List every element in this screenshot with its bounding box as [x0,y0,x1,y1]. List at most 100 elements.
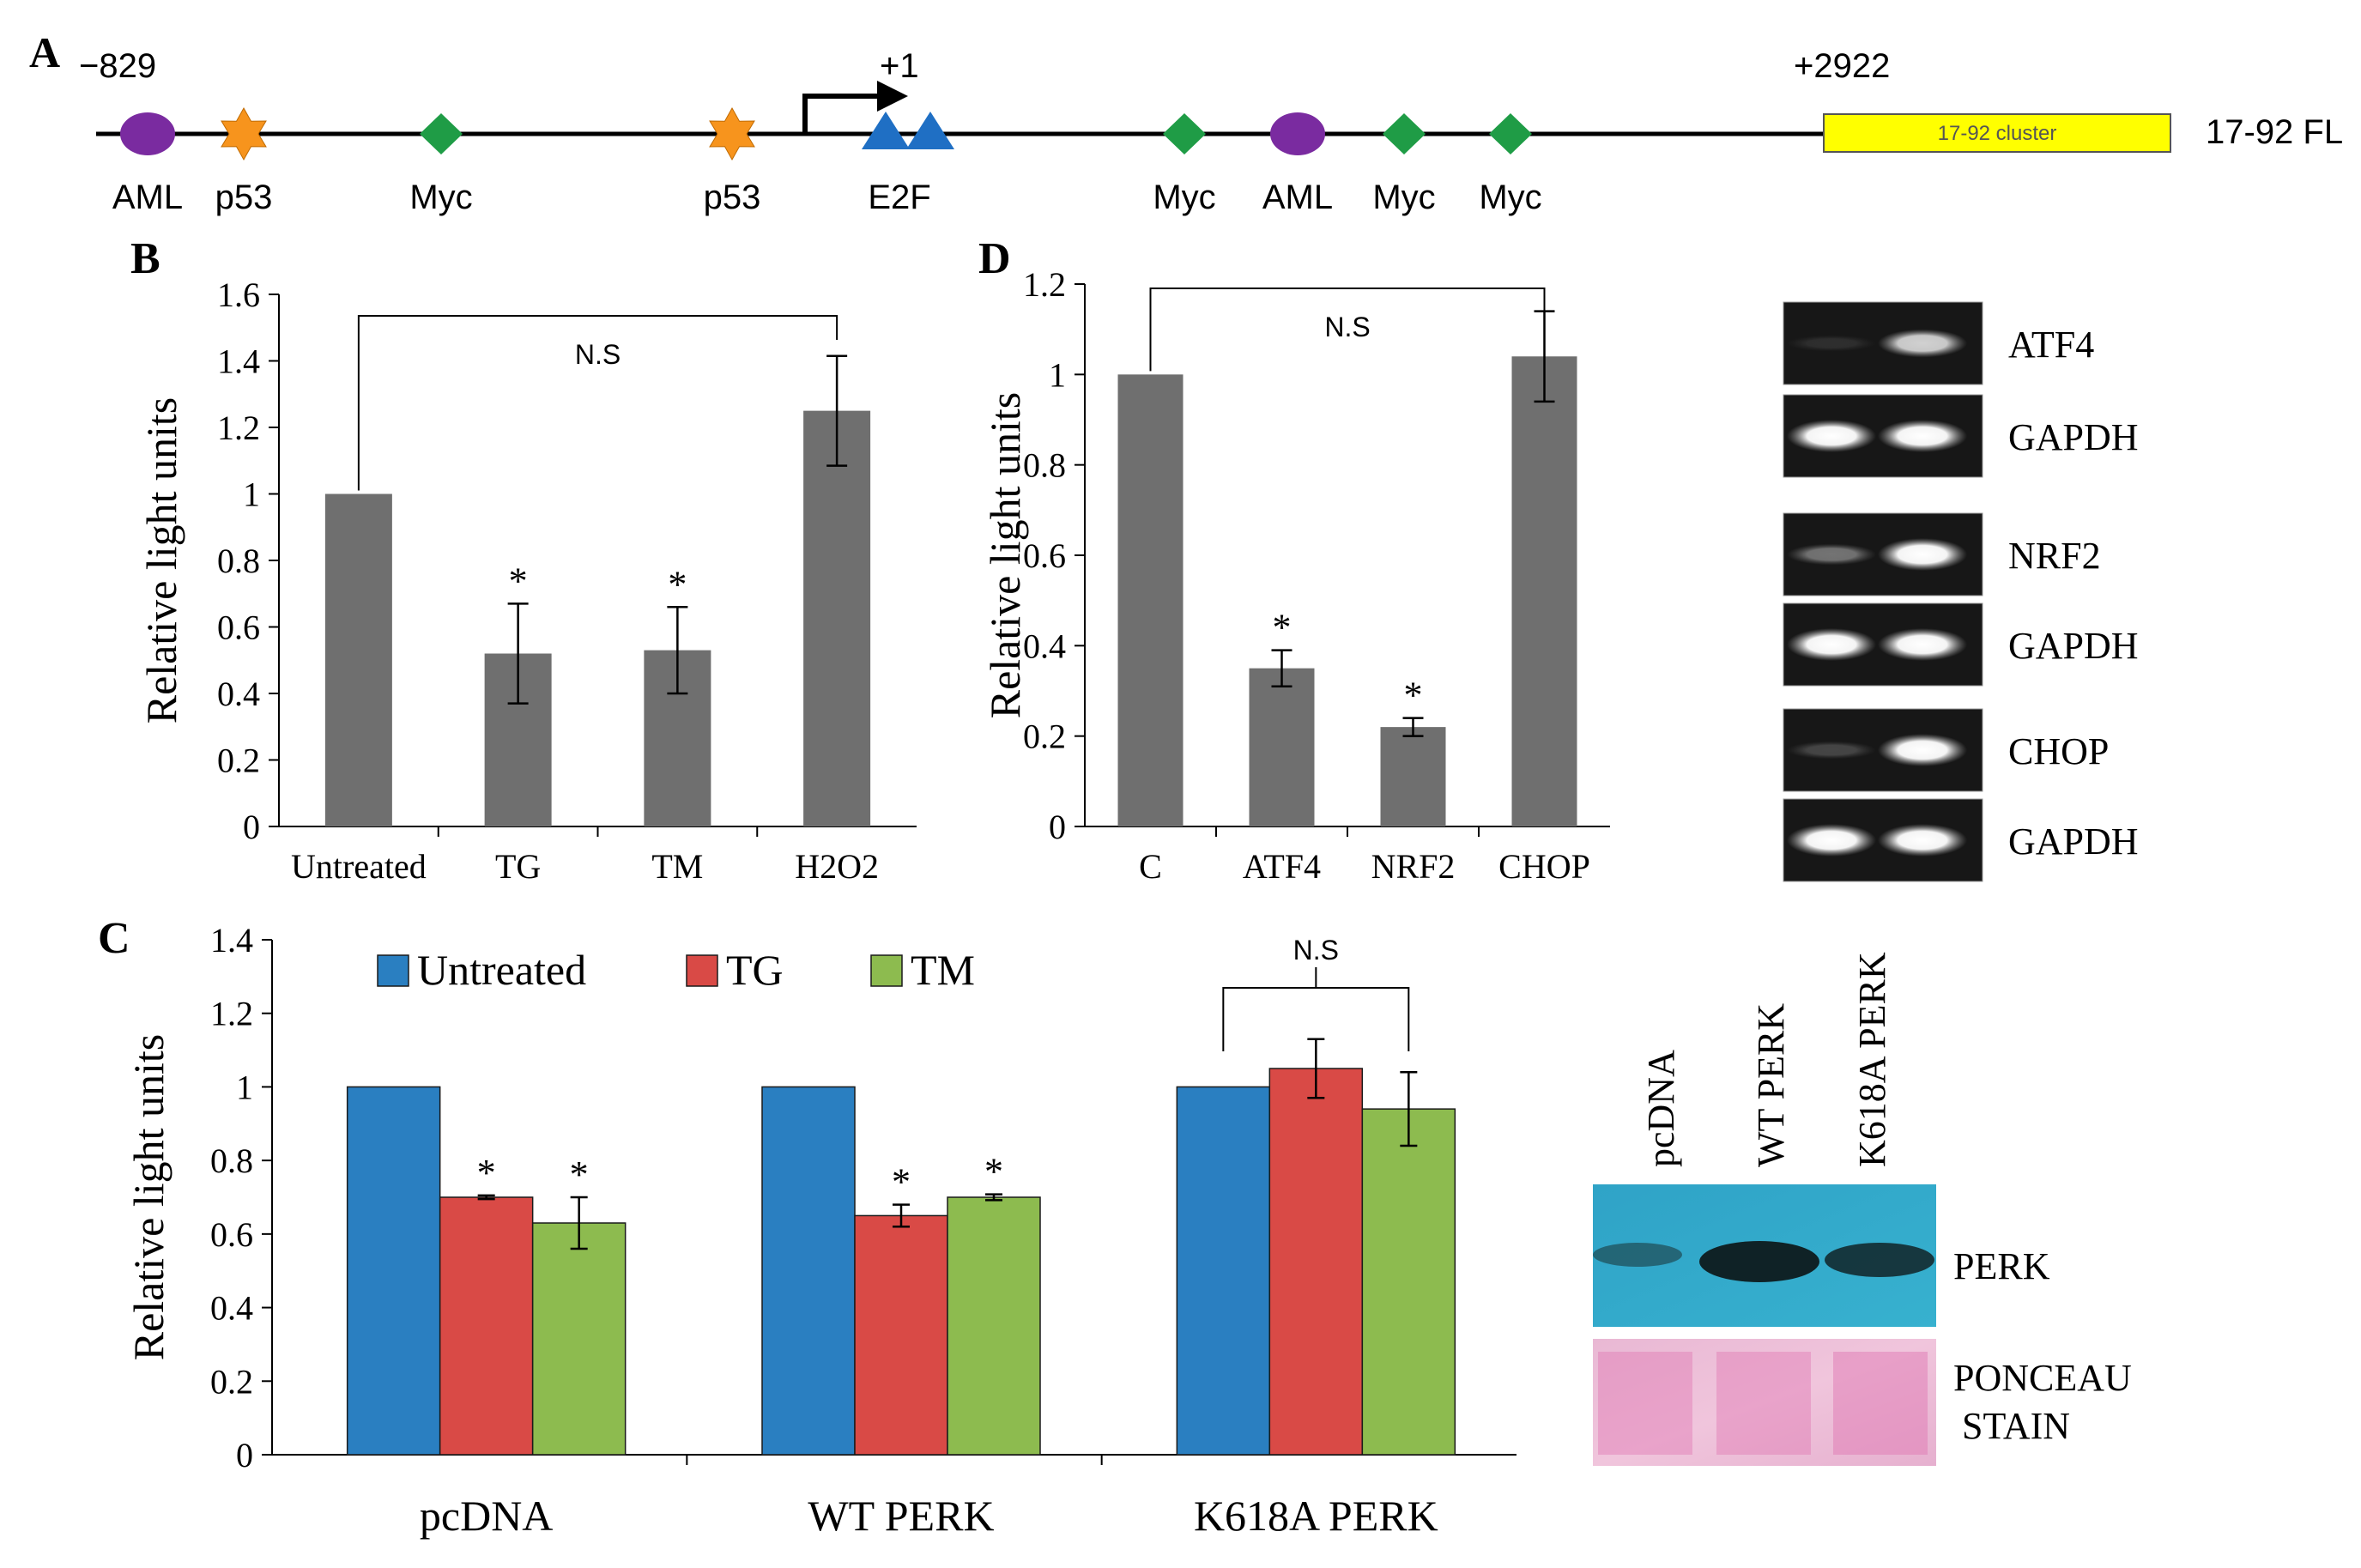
chart-b-y-tick-label: 0.2 [217,742,260,780]
chart-c-ns-label: N.S [1293,935,1339,966]
gel-row-label: GAPDH [2008,820,2139,863]
chart-d-bar-c [1117,374,1184,826]
myc-site-icon [1163,113,1206,154]
e2f-site-icon [862,112,910,149]
gel-row-nrf2-3: NRF2 [1783,512,2101,596]
gel-row-label: GAPDH [2008,416,2139,458]
p53-site-icon [221,106,267,161]
gel-band [1878,628,1967,661]
aml-site-icon [1270,112,1325,155]
panel-b-chart: B 0 0.2 0.4 0.6 0.8 1 1.2 1.4 1.6 Untreated * TG * TM… [130,234,917,886]
site-label: Myc [1479,179,1541,216]
panel-letter-b: B [130,234,160,283]
chart-c-significance-mark: * [892,1161,911,1203]
site-aml-7: AML [1262,112,1333,216]
site-label: E2F [868,179,930,216]
chart-d-bar-chop [1511,356,1577,826]
western-lane-label-pcdna: pcDNA [1640,1050,1682,1167]
site-myc-6: Myc [1153,113,1216,216]
chart-d-y-tick-label: 0.6 [1023,536,1066,575]
chart-d-y-tick-label: 1.2 [1023,265,1066,304]
chart-c-y-tick-label: 0.2 [210,1362,253,1401]
myc-site-icon [1383,113,1426,154]
site-label: AML [112,179,183,216]
myc-site-icon [1489,113,1532,154]
gel-row-label: GAPDH [2008,625,2139,667]
tss-arrow [802,94,884,134]
chart-d-bar-nrf2 [1380,727,1446,826]
chart-c-bar-wt-perk-tg [854,1214,948,1456]
chart-b-y-tick-label: 0.4 [217,675,260,713]
chart-b-y-tick-label: 0 [243,808,260,846]
site-myc-8: Myc [1372,113,1436,216]
site-p53-4: p53 [704,106,761,216]
chart-b-bar-h2o2 [803,410,871,826]
chart-b-significance-mark: * [509,560,528,602]
chart-c-bar-pcdna-tg [439,1196,534,1456]
site-myc-9: Myc [1479,113,1542,216]
site-label: p53 [704,179,761,216]
chart-c-significance-mark: * [570,1153,589,1196]
chart-c-y-tick-label: 1.2 [210,995,253,1033]
ponceau-lane-2 [1716,1352,1811,1455]
chart-b-x-tick-label: H2O2 [795,847,879,886]
chart-d-x-tick-label: NRF2 [1371,847,1456,886]
gel-row-gapdh-2: GAPDH [1783,394,2139,478]
gel-band [1787,420,1876,452]
gel-band [1878,329,1967,358]
chart-c-x-tick-label: pcDNA [420,1492,554,1540]
panel-letter-d: D [978,234,1011,283]
ponceau-lane-3 [1833,1352,1928,1455]
site-p53-2: p53 [215,106,272,216]
chart-d-significance-mark: * [1404,675,1423,717]
chart-c-y-axis-label: Relative light units [124,1034,173,1361]
panel-letter-a: A [29,28,60,76]
chart-c-legend-swatch-tm [870,954,903,987]
site-label: Myc [409,179,472,216]
chart-c-bar-k618a-perk-tg [1268,1068,1364,1456]
western-lane-label-k618a-perk: K618A PERK [1851,952,1893,1167]
construct-label: 17-92 FL [2206,113,2343,151]
chart-d-y-axis-label: Relative light units [981,392,1029,719]
gel-row-gapdh-6: GAPDH [1783,798,2139,882]
chart-d-ns-label: N.S [1324,312,1370,342]
chart-d-y-tick-label: 0.8 [1023,446,1066,485]
perk-band-wt [1699,1241,1819,1282]
gel-band [1787,628,1876,661]
gel-row-gapdh-4: GAPDH [1783,602,2139,687]
chart-b-x-tick-label: TM [651,847,703,886]
chart-c-y-tick-label: 0.8 [210,1141,253,1180]
chart-c-y-tick-label: 1.4 [210,921,253,960]
end-coordinate-label: +2922 [1794,47,1890,85]
ponceau-lane-1 [1598,1352,1692,1455]
chart-b-y-tick-label: 0.6 [217,608,260,647]
perk-band-pcdna [1593,1243,1682,1267]
gel-row-atf4-1: ATF4 [1783,301,2094,385]
tss-arrow-head [877,81,908,112]
site-label: Myc [1372,179,1435,216]
mir-17-92-cluster-box [1823,113,2171,153]
gel-band [1878,824,1967,857]
gel-band [1878,420,1967,452]
chart-d-y-tick-label: 0.4 [1023,627,1066,665]
chart-d-ns-bracket [1149,288,1546,372]
chart-c-legend-label-untreated: Untreated [417,946,586,994]
p53-site-icon [709,106,755,161]
site-e2f-5: E2F [862,112,954,216]
start-coordinate-label: −829 [79,47,156,85]
chart-d-bar-atf4 [1249,668,1315,826]
chart-b-y-tick-label: 1 [243,475,260,514]
chart-c-legend-swatch-untreated [377,954,409,987]
panel-letter-c: C [98,914,130,963]
chart-c-legend-swatch-tg [686,954,718,987]
gel-band [1787,741,1876,760]
chart-c-x-tick-label: K618A PERK [1194,1492,1438,1540]
western-lane-label-wt-perk: WT PERK [1750,1003,1792,1167]
cluster-label: 17-92 cluster [1938,122,2057,145]
panel-d-chart: D 0 0.2 0.4 0.6 0.8 1 1.2 C * ATF4 * NRF2 CHOP N.S Rel… [978,234,1610,886]
chart-c-y-tick-label: 0.4 [210,1289,253,1328]
gel-band [1878,734,1967,766]
chart-d-y-tick-label: 0 [1049,808,1066,846]
chart-c-bar-wt-perk-tm [947,1196,1041,1456]
